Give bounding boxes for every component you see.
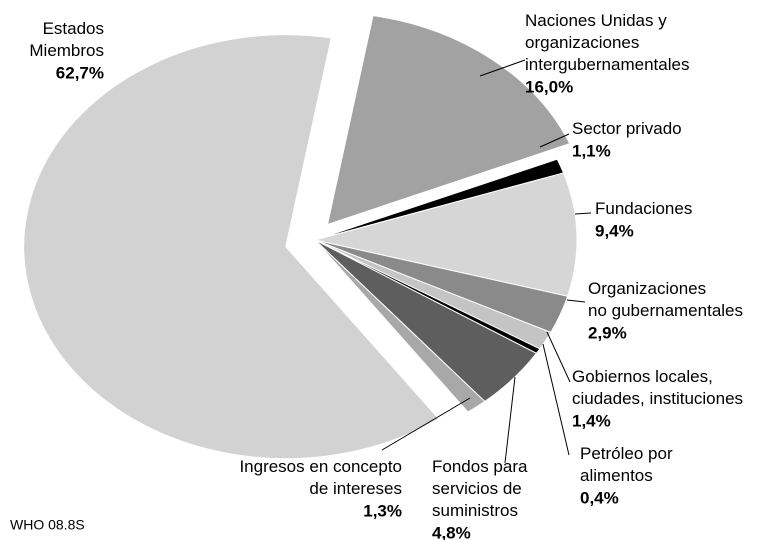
slice-value-label: 1,4%	[572, 411, 611, 430]
leader-line	[574, 212, 592, 215]
slice-label: Sector privado	[572, 119, 682, 138]
leader-line	[539, 133, 570, 148]
leader-line	[504, 376, 516, 464]
pie-slice	[314, 239, 486, 413]
pie-slice	[23, 34, 440, 460]
slice-value-label: 2,9%	[588, 323, 627, 342]
slice-value-label: 62,7%	[56, 63, 104, 82]
leader-line	[479, 59, 526, 77]
leader-line	[566, 299, 586, 303]
slice-label: Petróleo por alimentos	[580, 444, 673, 485]
leader-line	[542, 343, 570, 456]
slice-value-label: 0,4%	[580, 488, 619, 507]
source-note: WHO 08.8S	[10, 517, 85, 533]
slice-value-label: 9,4%	[595, 221, 634, 240]
slice-label: Ingresos en concepto de intereses	[239, 457, 402, 498]
slice-value-label: 1,1%	[572, 141, 611, 160]
slice-label: Fondos para servicios de suministros	[432, 457, 528, 520]
slice-value-label: 4,8%	[432, 523, 471, 540]
slice-label: Organizaciones no gubernamentales	[588, 279, 743, 320]
leader-line	[546, 331, 571, 383]
pie-slice	[314, 172, 578, 297]
slice-value-label: 16,0%	[525, 77, 573, 96]
slice-label: Fundaciones	[595, 199, 692, 218]
slice-label: Estados Miembros	[29, 19, 104, 60]
slice-label: Naciones Unidas y organizaciones intergube…	[525, 11, 689, 74]
pie-slice	[326, 15, 571, 226]
slice-value-label: 1,3%	[363, 501, 402, 520]
slice-label: Gobiernos locales, ciudades, institucione…	[572, 367, 743, 408]
leader-line	[381, 397, 471, 451]
